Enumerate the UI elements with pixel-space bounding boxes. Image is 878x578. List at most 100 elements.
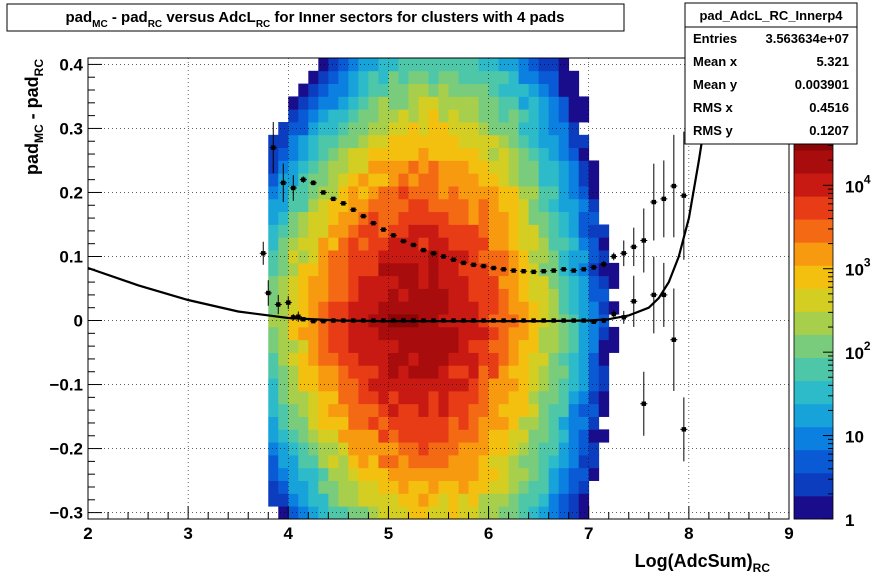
profile-point xyxy=(331,196,336,202)
heatmap-cell xyxy=(428,403,439,417)
heatmap-cell xyxy=(468,58,479,72)
heatmap-cell xyxy=(378,467,389,481)
heatmap-cell xyxy=(368,160,379,174)
heatmap-cell xyxy=(498,160,509,174)
heatmap-cell xyxy=(448,429,459,443)
profile-point xyxy=(641,401,646,406)
heatmap-cell xyxy=(518,506,530,519)
heatmap-cell xyxy=(338,83,349,97)
profile-point xyxy=(661,196,667,202)
heatmap-cell xyxy=(298,237,309,251)
heatmap-cell xyxy=(448,109,459,123)
heatmap-cell xyxy=(268,173,279,187)
heatmap-cell xyxy=(478,378,489,392)
heatmap-cell xyxy=(398,186,409,200)
heatmap-cell xyxy=(508,275,520,289)
heatmap-cell xyxy=(578,275,590,289)
heatmap-cell xyxy=(538,186,550,200)
heatmap-cell xyxy=(458,365,469,379)
heatmap-cell xyxy=(548,58,560,72)
heatmap-cell xyxy=(468,237,479,251)
heatmap-cell xyxy=(428,339,439,353)
heatmap-cell xyxy=(508,442,520,456)
heatmap-cell xyxy=(558,390,570,405)
heatmap-cell xyxy=(438,365,449,379)
heatmap-cell xyxy=(468,109,479,123)
heatmap-cell xyxy=(438,147,449,161)
heatmap-cell xyxy=(308,429,319,443)
heatmap-cell xyxy=(288,416,299,430)
heatmap-cell xyxy=(568,147,580,161)
heatmap-cell xyxy=(288,198,299,213)
heatmap-cell xyxy=(558,250,570,264)
heatmap-cell xyxy=(278,506,289,519)
profile-point xyxy=(331,318,336,323)
heatmap-cell xyxy=(538,403,550,417)
heatmap-cell xyxy=(528,454,540,469)
heatmap-cell xyxy=(578,173,590,187)
heatmap-cell xyxy=(368,326,379,341)
heatmap-cell xyxy=(398,237,409,251)
heatmap-cell xyxy=(348,173,359,187)
heatmap-cell xyxy=(398,288,409,302)
heatmap-cell xyxy=(358,96,369,110)
heatmap-cell xyxy=(468,288,479,302)
heatmap-cell xyxy=(508,352,520,366)
heatmap-cell xyxy=(608,326,620,341)
heatmap-cell xyxy=(438,480,449,494)
heatmap-cell xyxy=(288,493,299,507)
heatmap-cell xyxy=(368,275,379,289)
heatmap-cell xyxy=(458,275,469,289)
heatmap-cell xyxy=(468,352,479,366)
heatmap-cell xyxy=(378,403,389,417)
heatmap-cell xyxy=(458,109,469,123)
heatmap-cell xyxy=(488,390,499,405)
heatmap-cell xyxy=(318,250,329,264)
profile-point xyxy=(521,318,526,323)
heatmap-cell xyxy=(458,237,469,251)
heatmap-cell xyxy=(468,134,479,149)
heatmap-cell xyxy=(278,352,289,366)
heatmap-cell xyxy=(528,416,540,430)
heatmap-cell xyxy=(498,454,509,469)
heatmap-cell xyxy=(558,339,570,353)
heatmap-cell xyxy=(428,224,439,238)
heatmap-cell xyxy=(468,467,479,481)
profile-point xyxy=(291,185,296,191)
heatmap-cell xyxy=(608,301,620,315)
heatmap-cell xyxy=(378,390,389,405)
heatmap-cell xyxy=(328,147,339,161)
y-tick-label: 0.4 xyxy=(59,55,83,74)
heatmap-cell xyxy=(558,58,570,72)
profile-point xyxy=(531,269,536,275)
heatmap-cell xyxy=(478,493,489,507)
profile-point xyxy=(681,193,687,198)
heatmap-cell xyxy=(468,186,479,200)
heatmap-cell xyxy=(348,211,359,225)
x-tick-label: 5 xyxy=(384,524,393,543)
heatmap-cell xyxy=(408,288,419,302)
heatmap-cell xyxy=(268,237,279,251)
heatmap-cell xyxy=(468,301,479,315)
heatmap-cell xyxy=(348,506,359,519)
heatmap-cell xyxy=(468,454,479,469)
heatmap-cell xyxy=(368,339,379,353)
heatmap-cell xyxy=(458,506,469,519)
heatmap-cell xyxy=(348,429,359,443)
heatmap-cell xyxy=(418,186,429,200)
heatmap-cell xyxy=(408,326,419,341)
heatmap-cell xyxy=(498,275,509,289)
heatmap-cell xyxy=(358,224,369,238)
heatmap-cell xyxy=(508,480,520,494)
heatmap-cell xyxy=(388,83,399,97)
heatmap-cell xyxy=(528,186,540,200)
heatmap-cell xyxy=(458,147,469,161)
heatmap-cell xyxy=(448,467,459,481)
heatmap-cell xyxy=(348,70,359,85)
heatmap-cell xyxy=(378,147,389,161)
heatmap-cell xyxy=(418,454,429,469)
heatmap-cell xyxy=(578,147,590,161)
heatmap-cell xyxy=(318,378,329,392)
heatmap-cell xyxy=(348,493,359,507)
heatmap-cell xyxy=(428,96,439,110)
